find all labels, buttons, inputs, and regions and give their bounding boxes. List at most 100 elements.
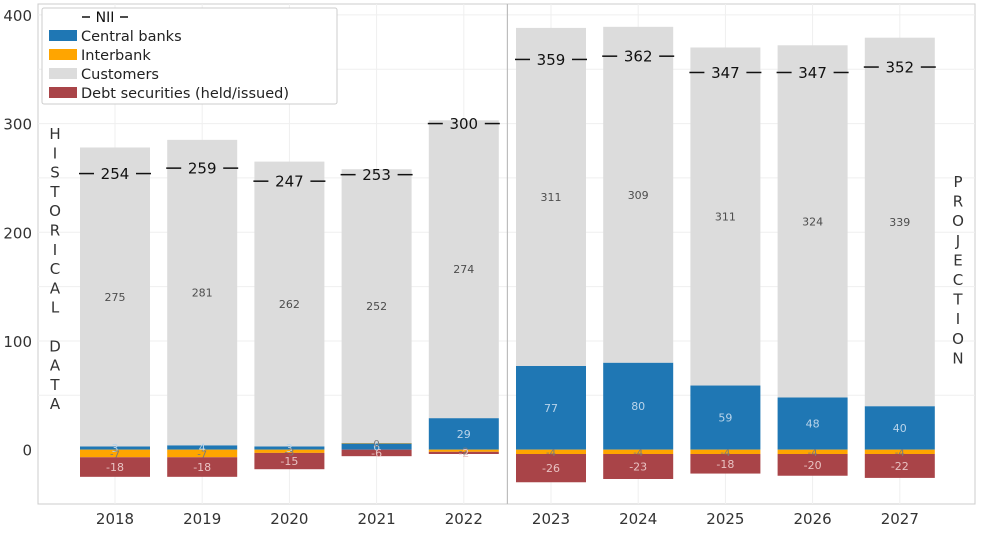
bar-layer	[80, 26, 935, 483]
segment-value-label: 311	[715, 211, 736, 224]
bar-segment	[167, 139, 238, 446]
segment-value-label: -7	[197, 449, 207, 460]
bar-segment	[167, 457, 238, 477]
legend-box	[41, 7, 338, 105]
bar-segment	[341, 169, 412, 444]
segment-value-label: 3	[286, 442, 293, 455]
legend-swatch	[49, 30, 77, 41]
bar-segment	[516, 27, 586, 366]
historical-annotation-letter: A	[50, 279, 61, 297]
legend-swatch	[49, 49, 77, 60]
legend-series-label: Central banks	[81, 29, 182, 45]
projection-annotation-letter: R	[953, 193, 963, 211]
bar-segment	[864, 37, 935, 407]
segment-value-label: 40	[893, 422, 907, 435]
legend-series-label: Interbank	[81, 48, 151, 64]
segment-value-label: -22	[891, 460, 909, 473]
bar-segment	[603, 26, 674, 363]
bar-segment	[516, 454, 586, 483]
bar-segment	[254, 449, 325, 453]
projection-annotation-letter: T	[952, 291, 963, 309]
bar-segment	[603, 362, 674, 450]
segment-value-label: 0	[373, 439, 379, 450]
bar-segment	[864, 454, 935, 478]
legend-swatch	[49, 87, 77, 98]
nii-value-label: 359	[537, 51, 566, 69]
historical-annotation-letter: I	[53, 144, 57, 162]
bar-segment	[777, 397, 848, 450]
legend: NII Central banks Interbank Customers Debt s…	[41, 7, 338, 105]
x-tick-label: 2027	[881, 510, 919, 528]
bar-segment	[777, 454, 848, 476]
x-tick-label: 2025	[706, 510, 744, 528]
segment-value-label: -18	[106, 461, 124, 474]
segment-value-label: 275	[105, 291, 126, 304]
nii-value-label: 247	[275, 173, 304, 191]
bar-segment	[341, 449, 412, 457]
historical-annotation-letter: T	[49, 376, 60, 394]
segment-value-label: -18	[716, 458, 734, 471]
historical-annotation-letter: R	[50, 222, 60, 240]
segment-value-label: 3	[112, 442, 119, 455]
bar-segment	[690, 449, 761, 454]
legend-swatch	[49, 68, 77, 79]
projection-annotation-letter: O	[952, 330, 964, 348]
bar-segment	[341, 443, 412, 444]
segment-value-label: 77	[544, 402, 558, 415]
bar-segment	[516, 449, 586, 454]
segment-value-label: 309	[628, 189, 649, 202]
projection-annotation-letter: J	[955, 232, 960, 250]
y-tick-label: 300	[3, 116, 32, 134]
segment-value-label: 6	[373, 440, 380, 453]
historical-annotation-letter: I	[53, 241, 57, 259]
segment-value-label: 59	[718, 412, 732, 425]
segment-value-label: -2	[459, 447, 469, 458]
x-tick-label: 2021	[358, 510, 396, 528]
y-tick-label: 200	[3, 224, 32, 242]
bar-segment	[80, 457, 150, 477]
segment-value-label: -4	[633, 448, 643, 459]
nii-value-label: 352	[885, 59, 914, 77]
segment-value-label: -2	[458, 447, 469, 460]
historical-annotation-letter: L	[51, 299, 60, 317]
bar-segment	[428, 451, 499, 454]
bar-segment	[80, 449, 150, 458]
x-tick-label: 2022	[445, 510, 483, 528]
bar-segment	[428, 120, 499, 419]
segment-value-label: 29	[457, 428, 471, 441]
bar-segment	[428, 418, 499, 450]
projection-annotation-letter: O	[952, 212, 964, 230]
segment-value-label: -15	[280, 455, 298, 468]
nii-value-label: 347	[798, 64, 827, 82]
bar-segment	[690, 47, 761, 386]
segment-value-label: 274	[453, 263, 474, 276]
nii-value-label: 300	[449, 115, 478, 133]
nii-value-label: 254	[101, 165, 130, 183]
segment-value-label: -18	[193, 461, 211, 474]
projection-annotation-letter: C	[953, 271, 963, 289]
segment-value-label: 311	[541, 191, 562, 204]
segment-value-label: 48	[806, 418, 820, 431]
historical-annotation-letter: D	[49, 337, 61, 355]
segment-value-label: -23	[629, 461, 647, 474]
bar-segment	[254, 446, 325, 450]
historical-annotation-letter: O	[49, 202, 61, 220]
segment-value-label: -4	[546, 448, 556, 459]
nii-value-label: 259	[188, 160, 217, 178]
bar-segment	[690, 385, 761, 450]
bar-segment	[428, 449, 499, 452]
historical-annotation-letter: S	[50, 164, 60, 182]
historical-annotation-letter: A	[50, 395, 61, 413]
projection-annotation-letter: I	[956, 310, 960, 328]
x-tick-label: 2024	[619, 510, 657, 528]
segment-value-label: 262	[279, 298, 300, 311]
segment-value-label: -3	[284, 447, 294, 458]
bar-segment	[254, 161, 325, 447]
projection-annotation-letter: P	[953, 173, 962, 191]
segment-value-label: 339	[889, 216, 910, 229]
bar-segment	[690, 454, 761, 474]
bar-segment	[516, 365, 586, 450]
bar-segment	[777, 45, 848, 398]
